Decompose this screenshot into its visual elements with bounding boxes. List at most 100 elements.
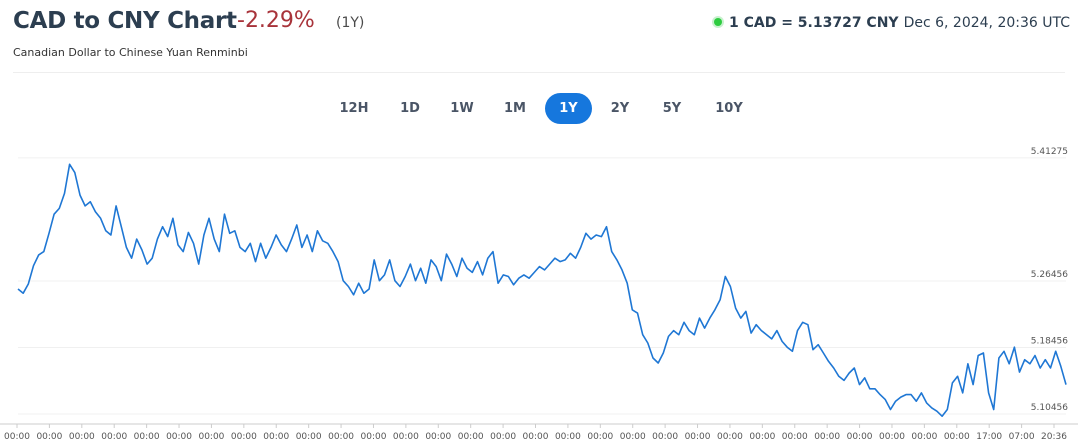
data-point-199 (1044, 359, 1046, 361)
tab-2y[interactable]: 2Y (610, 101, 630, 116)
data-point-174 (915, 400, 917, 402)
data-point-78 (420, 267, 422, 269)
data-point-42 (234, 230, 236, 232)
data-point-148 (781, 340, 783, 342)
x-tick-label-1: 00:00 (36, 432, 62, 442)
data-point-142 (750, 332, 752, 334)
data-point-58 (316, 230, 318, 232)
x-tick-label-13: 00:00 (425, 432, 451, 442)
data-point-140 (740, 317, 742, 319)
data-point-3 (32, 265, 34, 267)
data-point-69 (373, 259, 375, 261)
x-tick-label-10: 00:00 (328, 432, 354, 442)
page-title: CAD to CNY Chart (13, 8, 237, 34)
x-tick-label-5: 00:00 (166, 432, 192, 442)
data-point-103 (549, 263, 551, 265)
y-tick-label-2: 5.18456 (1031, 337, 1068, 347)
x-tick-label-2: 00:00 (69, 432, 95, 442)
data-point-83 (445, 253, 447, 255)
data-point-152 (802, 321, 804, 323)
x-tick-label-28: 00:00 (911, 432, 937, 442)
data-point-15 (94, 211, 96, 213)
tab-12h[interactable]: 12H (339, 101, 369, 116)
tab-1m[interactable]: 1M (504, 101, 526, 116)
data-point-47 (260, 242, 262, 244)
data-point-104 (554, 257, 556, 259)
data-point-75 (404, 275, 406, 277)
data-point-108 (575, 257, 577, 259)
data-point-6 (48, 232, 50, 234)
x-tick-label-29: 00:00 (944, 432, 970, 442)
data-point-20 (120, 226, 122, 228)
data-point-115 (611, 251, 613, 253)
data-point-87 (466, 267, 468, 269)
data-point-28 (162, 226, 164, 228)
x-tick-label-21: 00:00 (685, 432, 711, 442)
x-tick-label-11: 00:00 (361, 432, 387, 442)
data-point-110 (585, 232, 587, 234)
x-tick-label-18: 00:00 (587, 432, 613, 442)
data-point-134 (709, 317, 711, 319)
data-point-7 (53, 213, 55, 215)
line-chart-svg[interactable]: 5.41275 5.26456 5.18456 5.10456 00:00 00:00 00… (0, 140, 1078, 447)
data-point-150 (791, 350, 793, 352)
data-point-2 (27, 283, 29, 285)
data-point-82 (440, 280, 442, 282)
data-point-143 (755, 324, 757, 326)
tab-5y[interactable]: 5Y (662, 101, 682, 116)
data-point-168 (884, 399, 886, 401)
data-point-114 (605, 226, 607, 228)
data-point-26 (151, 257, 153, 259)
price-chart[interactable]: 5.41275 5.26456 5.18456 5.10456 00:00 00:00 00… (0, 140, 1078, 447)
chart-subtitle: Canadian Dollar to Chinese Yuan Renminbi (13, 46, 248, 59)
x-tick-label-24: 00:00 (782, 432, 808, 442)
data-point-177 (931, 407, 933, 409)
data-point-35 (198, 263, 200, 265)
data-point-61 (332, 251, 334, 253)
x-tick-label-20: 00:00 (652, 432, 678, 442)
data-point-180 (946, 408, 948, 410)
data-point-100 (533, 271, 535, 273)
data-point-60 (327, 242, 329, 244)
data-point-165 (869, 388, 871, 390)
data-point-36 (203, 234, 205, 236)
chart-header: CAD to CNY Chart -2.29% (1Y) 1 CAD = 5.1… (13, 6, 1078, 36)
data-point-62 (337, 261, 339, 263)
x-tick-label-31: 07:00 (1009, 432, 1035, 442)
data-point-48 (265, 257, 267, 259)
data-point-53 (291, 238, 293, 240)
data-point-164 (864, 377, 866, 379)
change-percent: -2.29% (237, 8, 315, 33)
data-point-203 (1065, 384, 1067, 386)
data-point-14 (89, 201, 91, 203)
data-point-190 (998, 357, 1000, 359)
data-point-80 (430, 259, 432, 261)
x-tick-label-19: 00:00 (620, 432, 646, 442)
data-point-157 (827, 360, 829, 362)
data-point-76 (409, 263, 411, 265)
data-point-129 (683, 321, 685, 323)
data-point-9 (63, 192, 65, 194)
data-point-192 (1008, 363, 1010, 365)
current-rate: 1 CAD = 5.13727 CNY Dec 6, 2024, 20:36 UT… (713, 15, 1070, 31)
data-point-32 (182, 251, 184, 253)
data-point-30 (172, 217, 174, 219)
data-point-40 (223, 213, 225, 215)
tab-10y[interactable]: 10Y (715, 101, 743, 116)
tab-1w[interactable]: 1W (450, 101, 474, 116)
data-point-77 (414, 280, 416, 282)
data-point-92 (492, 251, 494, 253)
data-point-34 (192, 242, 194, 244)
data-point-55 (301, 246, 303, 248)
data-point-166 (874, 388, 876, 390)
tab-1y[interactable]: 1Y (545, 93, 592, 124)
data-point-133 (704, 327, 706, 329)
data-point-96 (513, 284, 515, 286)
data-point-161 (848, 372, 850, 374)
tab-1d[interactable]: 1D (400, 101, 420, 116)
data-point-57 (311, 251, 313, 253)
data-point-25 (146, 263, 148, 265)
x-tick-label-12: 00:00 (393, 432, 419, 442)
data-point-182 (957, 375, 959, 377)
data-point-99 (528, 277, 530, 279)
